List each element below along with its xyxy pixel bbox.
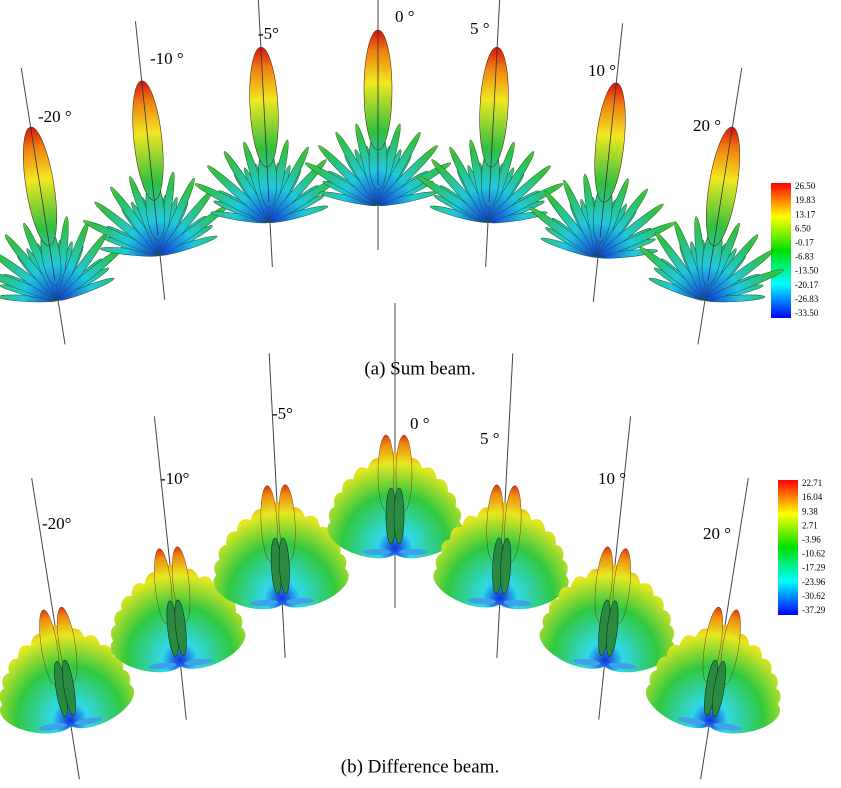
beam-label: 0 ° <box>395 7 415 26</box>
beam-label: -10 ° <box>150 49 184 68</box>
colorbar-label: -3.96 <box>802 535 821 545</box>
colorbar-label: -10.62 <box>802 549 825 559</box>
colorbar-label: -0.17 <box>795 238 814 248</box>
sum-beam <box>303 0 452 250</box>
colorbar-label: 2.71 <box>802 520 818 530</box>
base-lobe <box>363 549 391 555</box>
beam-label: 5 ° <box>480 429 500 448</box>
base-lobe <box>399 549 427 555</box>
beam-label: -10° <box>160 469 189 488</box>
colorbar-label: 13.17 <box>795 209 816 219</box>
beam-label: -20° <box>42 514 71 533</box>
colorbar-label: -13.50 <box>795 266 819 276</box>
colorbar-label: -20.17 <box>795 280 819 290</box>
colorbar-label: -30.62 <box>802 591 825 601</box>
beam-label: 20 ° <box>703 524 731 543</box>
colorbar-label: -17.29 <box>802 563 826 573</box>
beam-label: 10 ° <box>588 61 616 80</box>
colorbar-label: -33.50 <box>795 308 819 318</box>
colorbar <box>778 480 798 615</box>
beam-label: -5° <box>272 404 293 423</box>
colorbar-label: -6.83 <box>795 252 814 262</box>
beam-label: 5 ° <box>470 19 490 38</box>
figure: (a) Sum beam. (b) Difference beam. -20 °… <box>0 0 841 788</box>
colorbar-label: 6.50 <box>795 223 811 233</box>
sum-beam <box>0 56 139 356</box>
beam-label: 10 ° <box>598 469 626 488</box>
caption: (b) Difference beam. <box>341 756 499 777</box>
colorbar-label: 9.38 <box>802 506 818 516</box>
colorbar <box>771 183 791 318</box>
beam-label: 0 ° <box>410 414 430 433</box>
colorbar-label: 16.04 <box>802 492 823 502</box>
inner-lobe <box>394 488 404 544</box>
beam-label: 20 ° <box>693 116 721 135</box>
colorbar-label: 19.83 <box>795 195 816 205</box>
colorbar-label: 26.50 <box>795 181 816 191</box>
beam-label: -20 ° <box>38 107 72 126</box>
beam-label: -5° <box>258 24 279 43</box>
caption: (a) Sum beam. <box>364 358 475 379</box>
colorbar-label: 22.71 <box>802 478 822 488</box>
colorbar-label: -26.83 <box>795 294 819 304</box>
colorbar-label: -37.29 <box>802 605 826 615</box>
colorbar-label: -23.96 <box>802 577 826 587</box>
